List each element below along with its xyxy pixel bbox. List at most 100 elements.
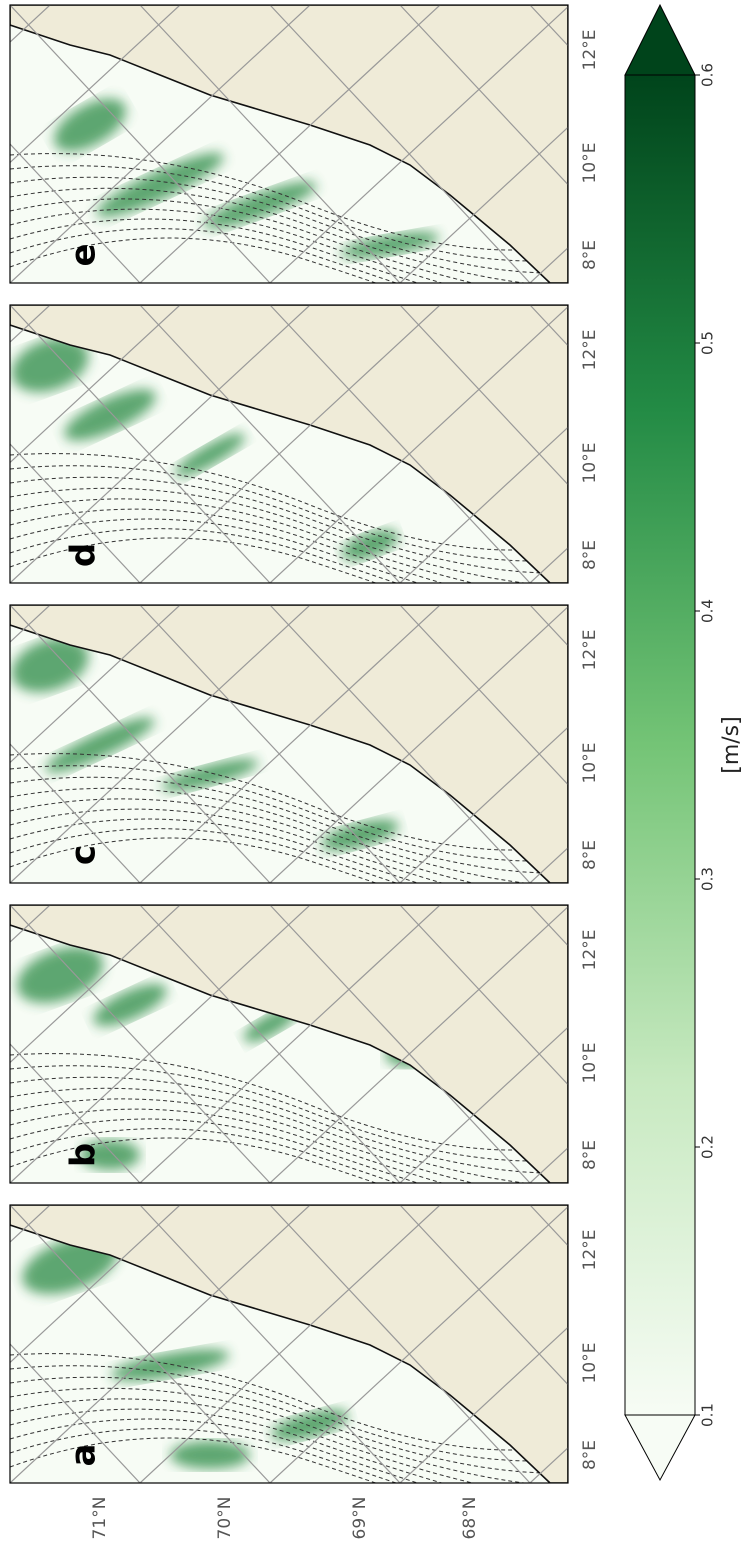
lon-label: 8°E xyxy=(580,540,600,570)
isobath xyxy=(10,1353,568,1451)
current-speed-blob xyxy=(80,1140,140,1170)
current-speed-blob xyxy=(64,389,156,441)
isobath xyxy=(10,1098,475,1183)
lon-label: 10°E xyxy=(580,1343,600,1384)
graticule xyxy=(269,305,531,583)
lon-label: 12°E xyxy=(580,1230,600,1271)
graticule xyxy=(269,605,531,883)
graticule xyxy=(269,1205,531,1483)
isobath xyxy=(10,1437,378,1483)
lon-label: 10°E xyxy=(580,1043,600,1084)
graticule xyxy=(10,143,141,283)
graticule xyxy=(10,1482,11,1483)
isobath xyxy=(10,198,475,283)
isobath xyxy=(10,818,420,883)
isobath xyxy=(10,1065,568,1162)
colorbar-tick-label: 0.4 xyxy=(699,599,717,623)
graticule xyxy=(269,5,531,283)
current-speed-blob xyxy=(161,758,259,792)
graticule xyxy=(399,305,568,486)
graticule xyxy=(139,5,401,283)
panel-frame xyxy=(9,904,569,1184)
colorbar-tick-label: 0.3 xyxy=(699,867,717,891)
map-content xyxy=(10,1205,568,1483)
isobath xyxy=(10,1118,420,1183)
graticule xyxy=(10,305,271,583)
isobath xyxy=(10,1398,475,1483)
graticule xyxy=(269,1206,568,1483)
lat-label: 71°N xyxy=(90,1497,110,1540)
graticule xyxy=(399,5,568,186)
panel-frame xyxy=(9,304,569,584)
graticule xyxy=(10,305,181,464)
graticule xyxy=(269,906,568,1183)
graticule xyxy=(139,305,441,583)
map-panel: d xyxy=(9,304,569,584)
lon-label: 8°E xyxy=(580,840,600,870)
graticule xyxy=(10,5,271,283)
panel-label: b xyxy=(64,1143,104,1167)
isobath xyxy=(10,465,568,562)
isobath xyxy=(10,1076,568,1174)
current-speed-blob xyxy=(341,529,399,561)
graticule xyxy=(10,743,141,883)
graticule xyxy=(139,905,401,1183)
land xyxy=(10,305,568,583)
panel-frame xyxy=(9,1204,569,1484)
isobath xyxy=(10,808,444,883)
graticule xyxy=(139,1205,441,1483)
isobath xyxy=(10,518,420,583)
current-speed-blob xyxy=(93,983,167,1027)
lon-label: 8°E xyxy=(580,240,600,270)
isobath xyxy=(10,1365,568,1462)
current-speed-blob xyxy=(11,637,89,693)
graticule xyxy=(10,443,141,583)
lat-label: 68°N xyxy=(460,1497,480,1540)
map-panel: e xyxy=(9,4,569,284)
map-panel: b xyxy=(9,904,569,1184)
isobath xyxy=(10,776,568,874)
isobath xyxy=(10,765,568,862)
isobath xyxy=(10,508,444,583)
isobath xyxy=(10,1128,398,1183)
isobath xyxy=(10,1137,378,1183)
graticule xyxy=(10,282,11,283)
lat-label: 70°N xyxy=(215,1497,235,1540)
isobath xyxy=(10,837,378,883)
land xyxy=(10,905,568,1183)
graticule xyxy=(399,426,568,583)
lon-label: 12°E xyxy=(580,30,600,71)
graticule xyxy=(10,582,11,583)
lon-label: 8°E xyxy=(580,1140,600,1170)
graticule xyxy=(139,905,441,1183)
isobath xyxy=(10,1408,444,1483)
isobath xyxy=(10,453,568,551)
current-speed-blob xyxy=(203,181,317,229)
graticule xyxy=(139,605,401,883)
panel-frame xyxy=(9,4,569,284)
graticule xyxy=(10,5,311,283)
isobath xyxy=(10,753,568,851)
isobath xyxy=(10,1108,444,1183)
lon-label: 12°E xyxy=(580,930,600,971)
panel-label: e xyxy=(64,243,104,266)
land xyxy=(10,1205,568,1483)
current-speed-blob xyxy=(175,433,245,477)
graticule xyxy=(139,5,441,283)
graticule xyxy=(139,1205,401,1483)
colorbar-tick-label: 0.2 xyxy=(699,1135,717,1159)
graticule xyxy=(269,306,568,583)
colorbar-extend-high xyxy=(624,3,696,76)
lon-label: 8°E xyxy=(580,1440,600,1470)
graticule xyxy=(269,606,568,883)
isobath xyxy=(10,528,398,583)
panel-label: d xyxy=(64,543,104,567)
isobath xyxy=(10,218,420,283)
isobath xyxy=(10,1428,398,1483)
graticule xyxy=(10,1182,11,1183)
graticule xyxy=(10,1205,311,1483)
isobath xyxy=(10,237,378,283)
lon-label: 12°E xyxy=(580,630,600,671)
isobath xyxy=(10,176,568,274)
